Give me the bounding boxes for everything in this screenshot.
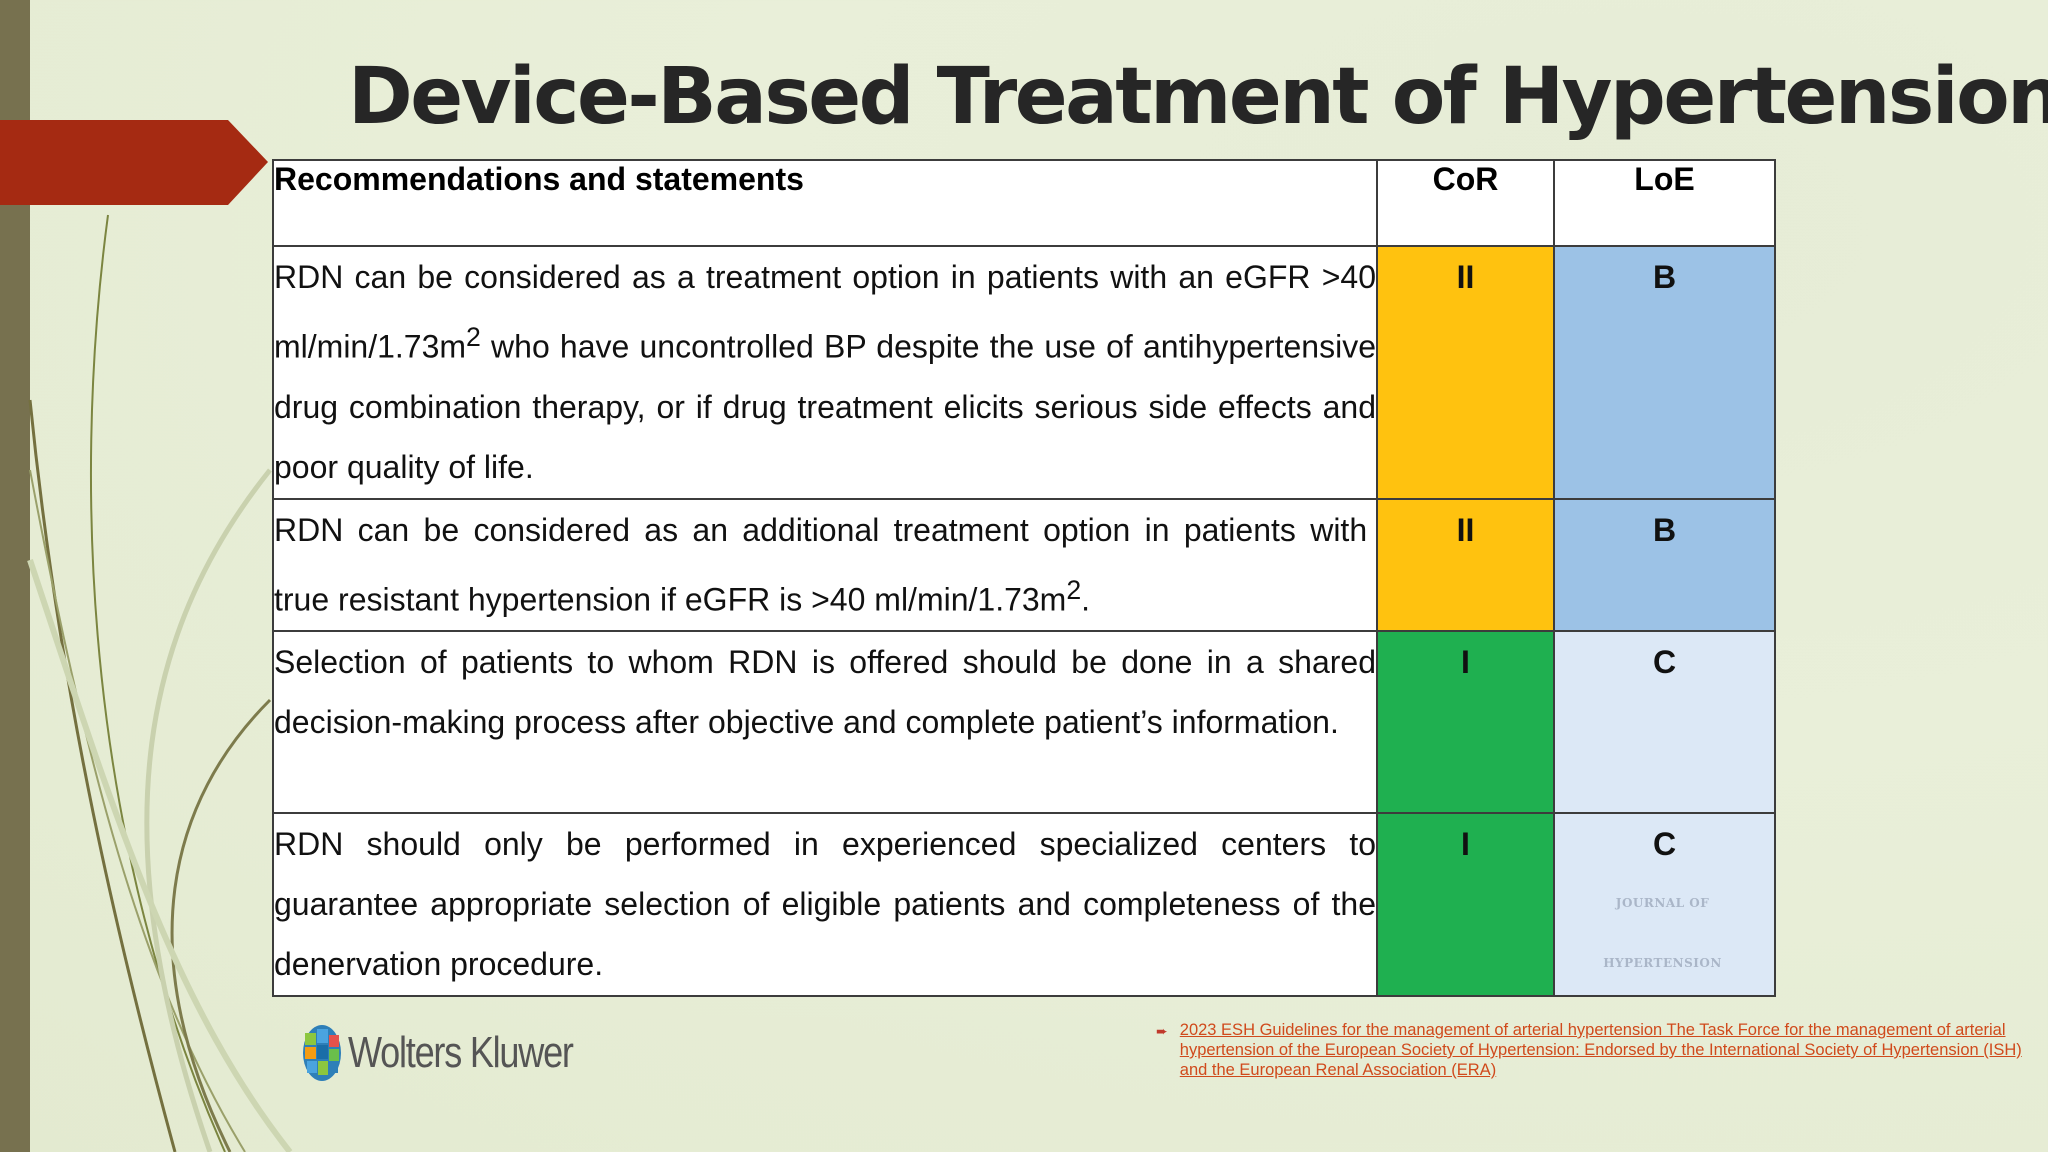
loe-cell: B [1553,245,1776,500]
cor-cell: II [1376,245,1555,500]
logo-text: Wolters Kluwer [348,1028,574,1077]
slide-title: Device-Based Treatment of Hypertension [348,52,2048,142]
header-loe: LoE [1553,159,1776,247]
statement-cell: RDN should only be performed in experien… [272,812,1378,997]
reference-note: ➨ 2023 ESH Guidelines for the management… [1156,1020,2026,1080]
decorative-curves [27,214,293,1152]
cor-cell: II [1376,497,1555,633]
header-statements: Recommendations and statements [272,159,1378,247]
loe-value: B [1652,259,1677,295]
arrow-bullet-icon: ➨ [1156,1023,1168,1039]
table-row: Selection of patients to whom RDN is off… [272,630,1776,815]
loe-value: C [1652,644,1677,681]
wolters-kluwer-logo: Wolters Kluwer [302,1023,622,1083]
loe-value: B [1652,511,1677,548]
table-row: RDN should only be performed in experien… [272,812,1776,997]
table-row: RDN can be considered as an additional t… [272,497,1776,633]
loe-value: C [1652,826,1677,863]
globe-logo-icon [303,1025,341,1081]
recommendations-table: Recommendations and statements CoR LoE R… [272,159,1776,997]
statement-cell: RDN can be considered as an additional t… [272,497,1378,633]
cor-cell: I [1376,630,1555,815]
title-arrow-shape [0,120,268,205]
loe-cell: C [1553,630,1776,815]
loe-cell: C JOURNAL OF HYPERTENSION [1553,812,1776,997]
reference-link[interactable]: 2023 ESH Guidelines for the management o… [1179,1021,2022,1079]
statement-cell: RDN can be considered as a treatment opt… [272,245,1378,500]
table-row: RDN can be considered as a treatment opt… [272,245,1776,500]
header-cor: CoR [1376,159,1555,247]
loe-cell: B [1553,497,1776,633]
journal-watermark: JOURNAL OF HYPERTENSION [1603,896,1722,970]
statement-cell: Selection of patients to whom RDN is off… [272,630,1378,815]
table-header-row: Recommendations and statements CoR LoE [272,159,1776,247]
cor-cell: I [1376,812,1555,997]
